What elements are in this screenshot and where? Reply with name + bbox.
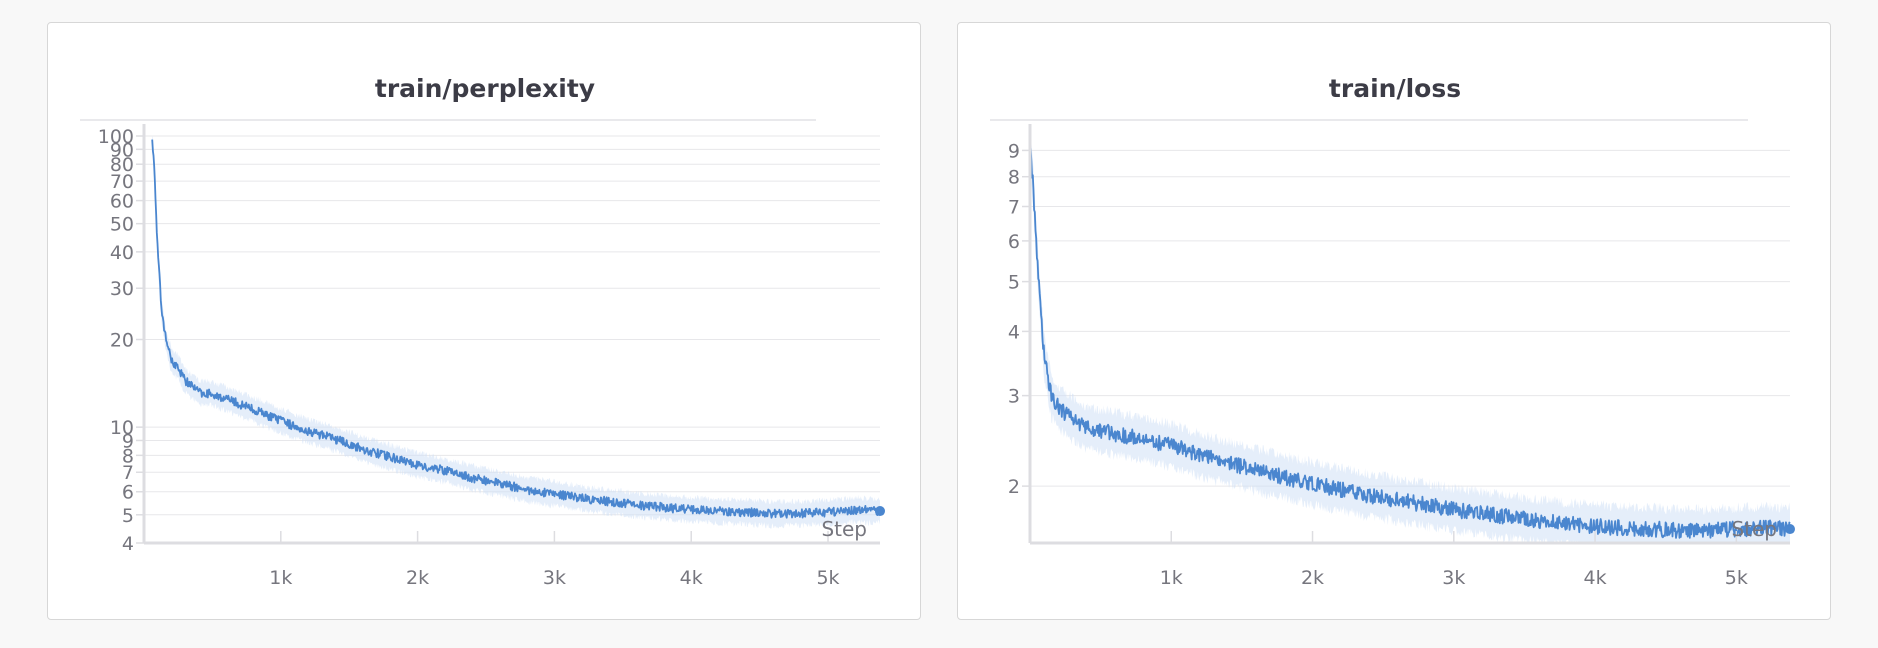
x-tick-label: 1k	[269, 567, 292, 589]
y-tick-label: 9	[1008, 140, 1020, 162]
x-tick-label: 5k	[1725, 567, 1748, 589]
y-tick-label: 7	[1008, 196, 1020, 218]
chart-title: train/loss	[1329, 74, 1461, 103]
y-tick-label: 60	[110, 191, 134, 213]
y-tick-label: 9	[122, 430, 134, 452]
y-tick-label: 20	[110, 330, 134, 352]
x-tick-label: 2k	[1301, 567, 1324, 589]
chart-panel-perplexity: train/perplexity 4 5 6 7 8 9 10 20 30 40 50 60 70 80 9…	[47, 22, 921, 620]
y-tick-label: 7	[122, 462, 134, 484]
y-tick-label: 80	[110, 154, 134, 176]
x-tick-label: 1k	[1160, 567, 1183, 589]
series-line	[151, 139, 881, 519]
chart-panel-loss: train/loss 2 3 4 5 6 7 8 9 1k 2k 3k 4k 5k Step	[957, 22, 1831, 620]
y-tick-label: 70	[110, 171, 134, 193]
y-tick-label: 5	[1008, 272, 1020, 294]
x-tick-label: 5k	[816, 567, 839, 589]
y-tick-label: 100	[98, 126, 134, 148]
x-axis-label: Step	[821, 517, 867, 541]
y-tick-label: 4	[1008, 321, 1020, 343]
y-tick-label: 6	[122, 482, 134, 504]
y-tick-label: 6	[1008, 231, 1020, 253]
y-tick-label: 8	[122, 445, 134, 467]
series-line	[1029, 142, 1791, 539]
x-tick-label: 3k	[1442, 567, 1465, 589]
y-tick-label: 50	[110, 214, 134, 236]
series-end-point	[1785, 524, 1795, 535]
series-range-band	[1030, 136, 1790, 543]
x-tick-label: 4k	[1584, 567, 1607, 589]
series-range-band	[152, 136, 880, 529]
y-tick-label: 8	[1008, 167, 1020, 189]
y-tick-label: 4	[122, 533, 134, 555]
loss-chart: train/loss 2 3 4 5 6 7 8 9 1k 2k 3k 4k 5k Step	[990, 74, 1795, 589]
x-tick-label: 2k	[406, 567, 429, 589]
series-end-point	[875, 506, 885, 517]
y-tick-label: 40	[110, 242, 134, 264]
x-tick-label: 4k	[680, 567, 703, 589]
y-tick-label: 90	[110, 139, 134, 161]
chart-title: train/perplexity	[375, 74, 595, 103]
y-tick-label: 3	[1008, 386, 1020, 408]
y-tick-label: 30	[110, 278, 134, 300]
x-tick-label: 3k	[543, 567, 566, 589]
x-axis-label: Step	[1731, 517, 1777, 541]
y-tick-label: 5	[122, 505, 134, 527]
y-tick-label: 10	[110, 417, 134, 439]
y-tick-label: 2	[1008, 476, 1020, 498]
